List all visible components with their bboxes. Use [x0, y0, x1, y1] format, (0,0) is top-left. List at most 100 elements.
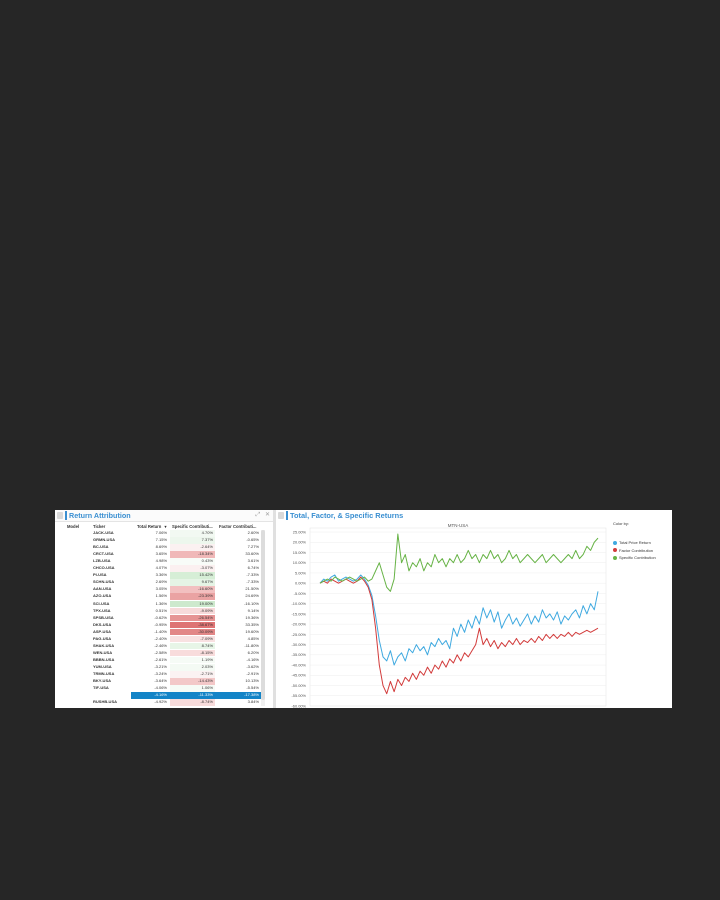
legend-item-specific-contribution[interactable]: Specific Contribution [613, 555, 656, 561]
factor-contribution-cell: 4.85% [247, 635, 259, 641]
specific-contribution-cell: 15.42% [170, 572, 215, 579]
collapse-tab-icon[interactable] [57, 512, 63, 519]
y-tick-label: -55.00% [292, 693, 307, 698]
close-icon[interactable]: ✕ [264, 512, 270, 518]
factor-contribution-cell: 6.74% [247, 565, 259, 571]
ticker-cell: YUM-USA [93, 663, 112, 669]
y-tick-label: 25.00% [293, 529, 307, 534]
y-tick-label: -10.00% [292, 601, 307, 606]
specific-contribution-cell: 1.19% [170, 656, 215, 664]
total-return-cell: -4.06% [154, 685, 167, 691]
table-row[interactable]: CHCO-USA 4.07% -3.07% 6.74% [55, 565, 265, 572]
table-row[interactable]: SCHN-USA 2.69% 9.67% -7.33% [55, 579, 265, 586]
factor-contribution-cell: -4.16% [246, 656, 259, 662]
specific-contribution-cell: 4.70% [170, 530, 215, 537]
factor-contribution-cell: 3.61% [247, 558, 259, 564]
panel-splitter[interactable] [273, 510, 276, 708]
legend-item-factor-contribution[interactable]: Factor Contribution [613, 548, 653, 554]
table-row[interactable]: YUM-USA -3.21% 2.03% -3.62% [55, 663, 265, 671]
y-tick-label: -25.00% [292, 632, 307, 637]
total-price-return-line[interactable] [319, 574, 599, 666]
specific-contribution-cell: 19.00% [170, 600, 215, 608]
ticker-cell: SCI-USA [93, 600, 110, 606]
column-header-total-return[interactable]: Total Return ▾ [137, 524, 167, 529]
return-attribution-app: Return Attribution ⤢ ✕ Model Ticker Tota… [55, 510, 672, 708]
y-tick-label: -40.00% [292, 662, 307, 667]
legend-label: Factor Contribution [619, 547, 654, 553]
y-tick-label: -20.00% [292, 622, 307, 627]
specific-contribution-cell: -23.39% [170, 593, 215, 601]
legend-dot-icon [613, 540, 617, 545]
factor-contribution-cell: -17.38% [244, 692, 259, 698]
y-tick-label: 5.00% [295, 570, 307, 575]
column-header-ticker[interactable]: Ticker [93, 524, 106, 529]
left-panel-title: Return Attribution [65, 511, 131, 520]
table-row[interactable]: LZB-USA 4.98% 0.43% 3.61% [55, 558, 265, 565]
factor-contribution-cell: 21.50% [245, 586, 259, 592]
specific-contribution-cell: -30.09% [170, 628, 215, 636]
legend-title: Color by: [613, 521, 630, 526]
table-row[interactable]: MTN-USA -4.16% -11.33% -17.38% [55, 692, 265, 699]
table-row[interactable]: GRMN-USA 7.15% 7.37% -0.65% [55, 537, 265, 544]
table-row[interactable]: TRMN-USA -3.24% -2.71% -2.91% [55, 671, 265, 678]
column-header-specific-contribution[interactable]: Specific Contributi... [172, 524, 213, 529]
specific-contribution-line[interactable] [319, 533, 599, 592]
specific-contribution-cell: 2.03% [170, 663, 215, 671]
specific-contribution-cell: -26.54% [170, 614, 215, 622]
factor-contribution-cell: 24.69% [245, 593, 259, 599]
table-row[interactable]: AZO-USA 1.56% -23.39% 24.69% [55, 593, 265, 601]
collapse-tab-icon[interactable] [278, 512, 284, 519]
table-row[interactable]: SCI-USA 1.36% 19.00% -16.10% [55, 600, 265, 608]
table-row[interactable]: PAG-USA -2.40% -7.09% 4.85% [55, 635, 265, 643]
table-scrollbar[interactable] [261, 530, 265, 706]
ticker-cell: DKS-USA [93, 621, 112, 627]
total-return-cell: 7.15% [155, 537, 167, 543]
ticker-cell: MTN-USA [93, 692, 112, 698]
table-row[interactable]: WEN-USA -2.58% -8.15% 6.20% [55, 649, 265, 657]
table-row[interactable]: DKS-USA -0.95% -38.67% 33.35% [55, 621, 265, 629]
table-row[interactable]: ASP-USA -1.40% -30.09% 19.60% [55, 628, 265, 636]
total-return-cell: 1.36% [155, 600, 167, 606]
total-return-cell: 2.69% [155, 579, 167, 585]
right-panel-title: Total, Factor, & Specific Returns [286, 511, 403, 520]
returns-line-chart[interactable]: MTN-USA 25.00% 20.00% 15.00% 10.00% 5.00% 0.00… [276, 520, 611, 708]
table-row[interactable]: RUSHB-USA -4.92% -8.74% 3.84% [55, 699, 265, 706]
ticker-cell: SCHN-USA [93, 579, 115, 585]
factor-contribution-cell: 6.20% [247, 649, 259, 655]
factor-contribution-cell: -0.65% [246, 537, 259, 543]
table-row[interactable]: BBBN-USA -2.61% 1.19% -4.16% [55, 656, 265, 664]
scroll-thumb[interactable] [261, 530, 265, 700]
total-return-cell: -3.21% [154, 663, 167, 669]
table-row[interactable]: TPX-USA 0.51% -9.09% 9.14% [55, 607, 265, 615]
specific-contribution-cell: 1.06% [170, 685, 215, 692]
table-row[interactable]: BC-USA 8.69% -2.64% 7.27% [55, 544, 265, 551]
right-panel-header: Total, Factor, & Specific Returns [276, 510, 672, 521]
column-header-factor-contribution[interactable]: Factor Contributi... [219, 524, 257, 529]
table-row[interactable]: SHAK-USA -2.46% 8.74% -11.80% [55, 642, 265, 650]
factor-contribution-cell: 2.60% [247, 530, 259, 535]
column-header-model[interactable]: Model [67, 524, 80, 529]
table-row[interactable]: JACK-USA 7.06% 4.70% 2.60% [55, 530, 265, 537]
factor-contribution-line[interactable] [319, 576, 599, 695]
total-return-cell: -0.62% [154, 614, 167, 620]
total-return-cell: -2.61% [154, 656, 167, 662]
factor-contribution-cell: 10.13% [245, 678, 259, 684]
table-row[interactable]: CRCT-USA 3.65% -18.34% 33.60% [55, 551, 265, 558]
table-header: Model Ticker Total Return ▾ Specific Con… [55, 523, 265, 530]
total-return-cell: -4.92% [154, 699, 167, 705]
table-row[interactable]: TIF-USA -4.06% 1.06% -5.54% [55, 685, 265, 692]
specific-contribution-cell: -7.09% [170, 635, 215, 643]
factor-contribution-cell: 3.84% [247, 699, 259, 705]
legend-item-total-price-return[interactable]: Total Price Return [613, 540, 651, 546]
specific-contribution-cell: -2.64% [170, 544, 215, 551]
table-row[interactable]: AAN-USA 3.05% -16.60% 21.50% [55, 586, 265, 593]
specific-contribution-cell: -2.71% [170, 671, 215, 678]
table-row[interactable]: SPSB-USA -0.62% -26.54% 19.36% [55, 614, 265, 622]
table-row[interactable]: PI-USA 3.36% 15.42% -7.33% [55, 572, 265, 579]
specific-contribution-cell: -16.60% [170, 586, 215, 593]
total-return-cell: 0.51% [155, 607, 167, 613]
specific-contribution-cell: -38.67% [170, 621, 215, 629]
specific-contribution-cell: -9.09% [170, 607, 215, 615]
table-row[interactable]: BKY-USA -3.64% -14.43% 10.13% [55, 678, 265, 685]
expand-icon[interactable]: ⤢ [255, 512, 261, 518]
